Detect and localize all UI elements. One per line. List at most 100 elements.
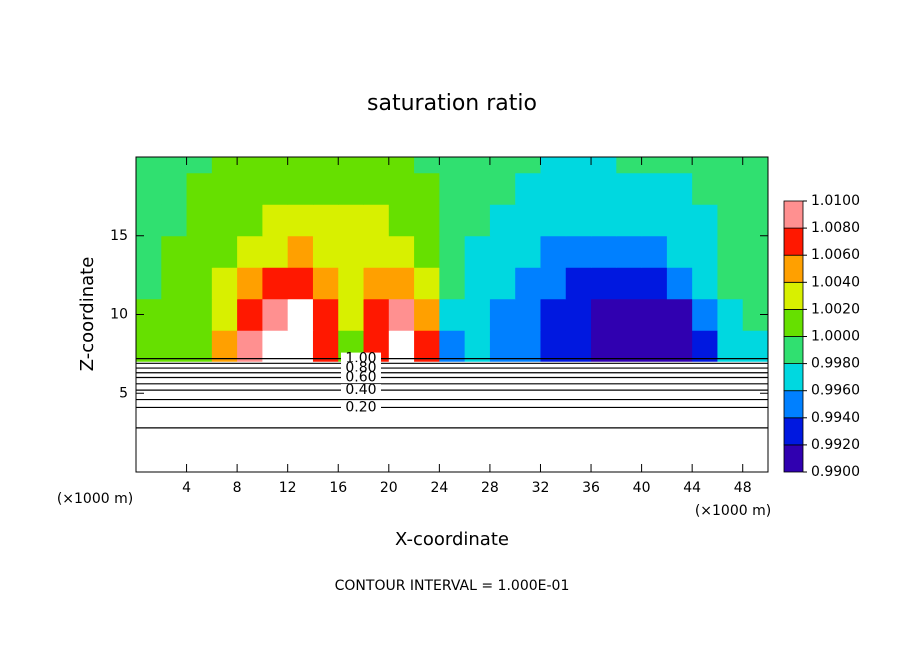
field bbox=[136, 157, 768, 472]
heat-cell bbox=[742, 267, 768, 300]
heat-cell bbox=[161, 157, 188, 174]
heat-cell bbox=[616, 235, 643, 268]
heat-cell bbox=[136, 267, 162, 300]
heat-cell bbox=[692, 330, 718, 363]
heat-cell bbox=[414, 172, 440, 205]
heat-cell bbox=[136, 330, 162, 363]
heat-cell bbox=[186, 235, 213, 268]
colorbar-label: 0.9940 bbox=[811, 410, 860, 426]
heat-cell bbox=[540, 235, 567, 268]
heat-cell bbox=[262, 235, 289, 268]
heat-cell bbox=[666, 204, 693, 237]
heat-cell bbox=[186, 204, 213, 237]
y-tick-label: 10 bbox=[110, 307, 128, 323]
contour-label-bg bbox=[340, 352, 381, 365]
heat-cell bbox=[666, 330, 693, 363]
heat-cell bbox=[414, 235, 440, 268]
heat-cell bbox=[211, 204, 238, 237]
heat-cell bbox=[388, 204, 415, 237]
heat-cell bbox=[237, 172, 263, 205]
heat-cell bbox=[616, 204, 643, 237]
colorbar-label: 0.9980 bbox=[811, 356, 860, 372]
heat-cell bbox=[312, 330, 339, 363]
overlay: 1.000.800.600.400.204 8 12 16 20 24 28 32 36 40 44… bbox=[110, 156, 860, 496]
x-tick-label: 48 bbox=[734, 480, 752, 496]
x-tick-label: 44 bbox=[683, 480, 701, 496]
heat-cell bbox=[692, 157, 718, 174]
y-tick-label: 5 bbox=[119, 385, 128, 401]
heat-cell bbox=[641, 235, 668, 268]
heat-cell bbox=[363, 204, 390, 237]
heat-cell bbox=[211, 157, 238, 174]
heat-cell bbox=[616, 298, 643, 331]
heat-cell bbox=[666, 298, 693, 331]
heat-cell bbox=[338, 298, 365, 331]
heat-cell bbox=[414, 204, 440, 237]
heat-cell bbox=[186, 267, 213, 300]
heat-cell bbox=[262, 298, 289, 331]
heat-cell bbox=[464, 157, 491, 174]
heat-cell bbox=[692, 204, 718, 237]
heat-cell bbox=[262, 204, 289, 237]
heat-cell bbox=[161, 235, 188, 268]
heat-cell bbox=[211, 298, 238, 331]
heat-cell bbox=[540, 298, 567, 331]
heat-cell bbox=[742, 330, 768, 363]
colorbar-segment bbox=[783, 254, 804, 283]
x-tick-label: 28 bbox=[481, 480, 499, 496]
heat-cell bbox=[262, 267, 289, 300]
heat-cell bbox=[666, 157, 693, 174]
heat-cell bbox=[211, 267, 238, 300]
heat-cell bbox=[489, 235, 516, 268]
heat-cell bbox=[211, 330, 238, 363]
heat-cell bbox=[161, 267, 188, 300]
heat-cell bbox=[717, 330, 744, 363]
heat-cell bbox=[414, 330, 440, 363]
heat-cell bbox=[717, 204, 744, 237]
contour-label-bg bbox=[340, 401, 381, 414]
colorbar-label: 1.0080 bbox=[811, 220, 860, 236]
x-unit: (×1000 m) bbox=[57, 491, 133, 507]
colorbar-label: 1.0020 bbox=[811, 301, 860, 317]
colorbar-segment bbox=[783, 336, 804, 365]
heat-cell bbox=[464, 298, 491, 331]
x-tick-label: 32 bbox=[532, 480, 550, 496]
heat-cell bbox=[489, 204, 516, 237]
heat-cell bbox=[287, 204, 314, 237]
heat-cell bbox=[591, 330, 617, 363]
heat-cell bbox=[237, 330, 263, 363]
heat-cell bbox=[414, 298, 440, 331]
x-tick-label: 20 bbox=[380, 480, 398, 496]
heat-cell bbox=[489, 330, 516, 363]
heat-cell bbox=[388, 267, 415, 300]
heat-cell bbox=[211, 172, 238, 205]
heat-cell bbox=[363, 298, 390, 331]
heat-cell bbox=[312, 298, 339, 331]
heat-cell bbox=[439, 157, 466, 174]
heat-cell bbox=[439, 298, 466, 331]
heat-cell bbox=[388, 330, 415, 363]
heat-cell bbox=[591, 267, 617, 300]
colorbar-label: 1.0000 bbox=[811, 329, 860, 345]
heat-cell bbox=[237, 235, 263, 268]
heat-cell bbox=[591, 172, 617, 205]
heat-cell bbox=[515, 204, 541, 237]
heat-cell bbox=[414, 157, 440, 174]
heat-cell bbox=[186, 172, 213, 205]
heat-cell bbox=[565, 235, 592, 268]
heat-cell bbox=[262, 172, 289, 205]
heat-cell bbox=[136, 235, 162, 268]
heat-cell bbox=[363, 235, 390, 268]
chart-title: saturation ratio bbox=[367, 91, 537, 116]
heat-cell bbox=[312, 267, 339, 300]
heat-cell bbox=[312, 172, 339, 205]
heat-cell bbox=[641, 157, 668, 174]
heat-cell bbox=[388, 298, 415, 331]
y-tick-label: 15 bbox=[110, 228, 128, 244]
heat-cell bbox=[338, 235, 365, 268]
colorbar-segment bbox=[783, 444, 804, 473]
heat-cell bbox=[515, 298, 541, 331]
heat-cell bbox=[287, 330, 314, 363]
